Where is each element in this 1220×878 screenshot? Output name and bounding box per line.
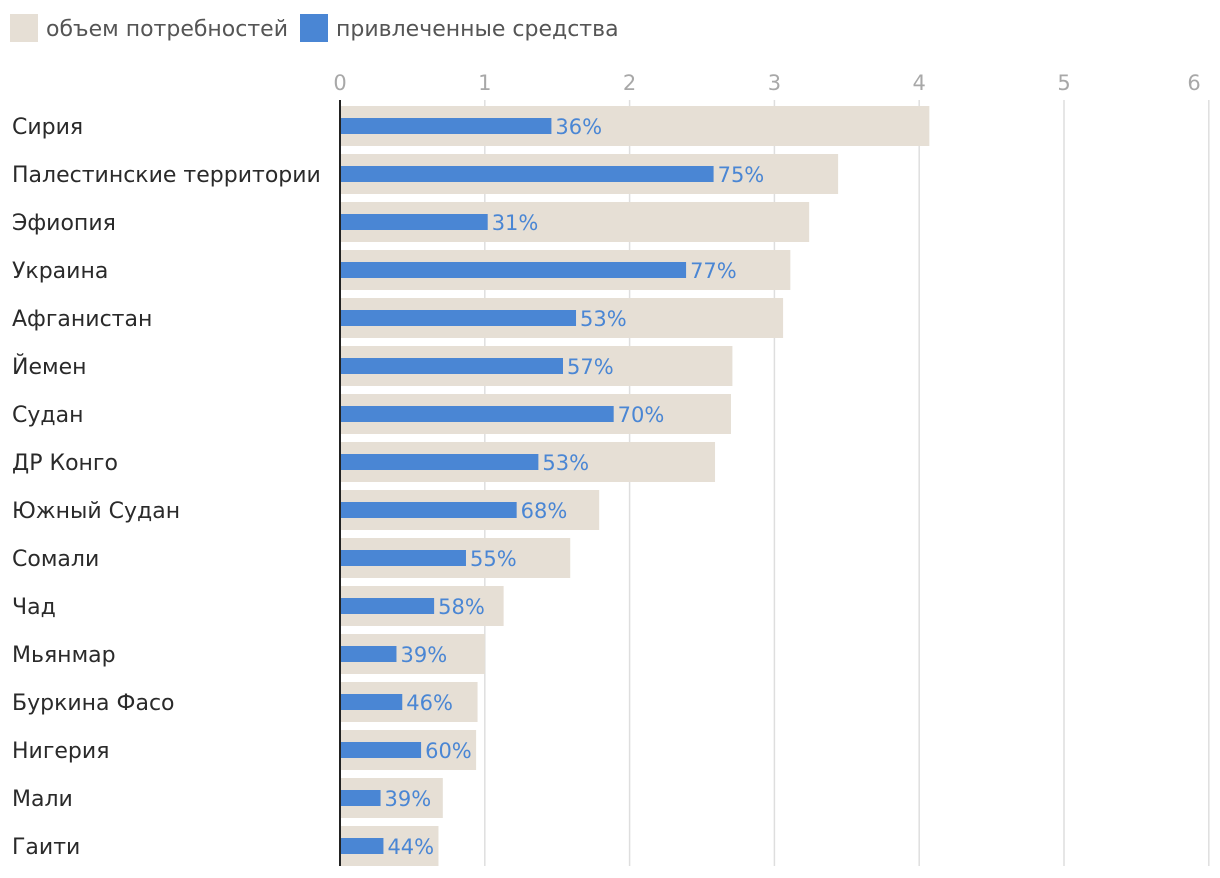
funding-bar — [340, 694, 403, 710]
legend-swatch-needs — [10, 14, 38, 42]
funding-bar — [340, 166, 714, 182]
legend-label-funding: привлеченные средства — [336, 17, 619, 42]
category-label: Сирия — [12, 115, 83, 140]
funding-bar — [340, 214, 488, 230]
x-tick-label-3: 3 — [768, 71, 781, 95]
funding-bar — [340, 790, 381, 806]
percent-label: 77% — [690, 259, 737, 283]
funding-bar — [340, 646, 397, 662]
x-tick-label-6: 6 — [1187, 71, 1200, 95]
percent-label: 60% — [425, 739, 472, 763]
x-tick-label-0: 0 — [333, 71, 346, 95]
x-axis-ticks: 0 1 2 3 4 5 6 — [333, 71, 1200, 95]
category-label: Нигерия — [12, 739, 109, 764]
funding-bar — [340, 406, 614, 422]
funding-bar — [340, 742, 422, 758]
funding-bar — [340, 454, 539, 470]
category-label: Южный Судан — [12, 499, 180, 524]
percent-label: 53% — [542, 451, 589, 475]
x-tick-label-1: 1 — [478, 71, 491, 95]
percent-label: 68% — [521, 499, 568, 523]
percent-label: 55% — [470, 547, 517, 571]
funding-bar — [340, 598, 435, 614]
percent-label: 36% — [555, 115, 602, 139]
x-tick-label-2: 2 — [623, 71, 636, 95]
x-tick-label-4: 4 — [913, 71, 926, 95]
category-label: Палестинские территории — [12, 163, 321, 188]
bars — [340, 106, 930, 866]
percent-label: 58% — [438, 595, 485, 619]
legend-label-needs: объем потребностей — [46, 17, 288, 42]
funding-bar — [340, 358, 563, 374]
x-tick-label-5: 5 — [1057, 71, 1070, 95]
percent-label: 39% — [400, 643, 447, 667]
category-label: Йемен — [12, 354, 87, 380]
percent-label: 44% — [387, 835, 434, 859]
percent-label: 53% — [580, 307, 627, 331]
percent-label: 75% — [718, 163, 765, 187]
percent-label: 57% — [567, 355, 614, 379]
percent-label: 31% — [492, 211, 539, 235]
data-labels: 36% 75% 31% 77% 53% 57%70% 53% 68%55% 58% 39% 46% 6… — [385, 115, 765, 859]
category-label: Украина — [12, 259, 108, 284]
funding-bar — [340, 838, 384, 854]
category-label: Сомали — [12, 547, 99, 572]
funding-bar — [340, 118, 552, 134]
category-label: ДР Конго — [12, 451, 118, 476]
category-label: Мали — [12, 787, 73, 812]
category-label: Гаити — [12, 835, 80, 860]
funding-bar — [340, 550, 466, 566]
legend-swatch-funding — [300, 14, 328, 42]
category-label: Чад — [12, 595, 56, 620]
category-label: Эфиопия — [12, 211, 116, 236]
category-label: Буркина Фасо — [12, 691, 175, 716]
category-label: Мьянмар — [12, 643, 116, 668]
legend: объем потребностей привлеченные средства — [10, 14, 619, 42]
percent-label: 39% — [385, 787, 432, 811]
percent-label: 70% — [618, 403, 665, 427]
category-label: Судан — [12, 403, 83, 428]
funding-bar — [340, 262, 687, 278]
category-label: Афганистан — [12, 307, 152, 332]
percent-label: 46% — [406, 691, 453, 715]
category-labels: Сирия Палестинские территории Эфиопия Украи… — [12, 115, 321, 860]
funding-bar — [340, 502, 517, 518]
funding-bar — [340, 310, 577, 326]
